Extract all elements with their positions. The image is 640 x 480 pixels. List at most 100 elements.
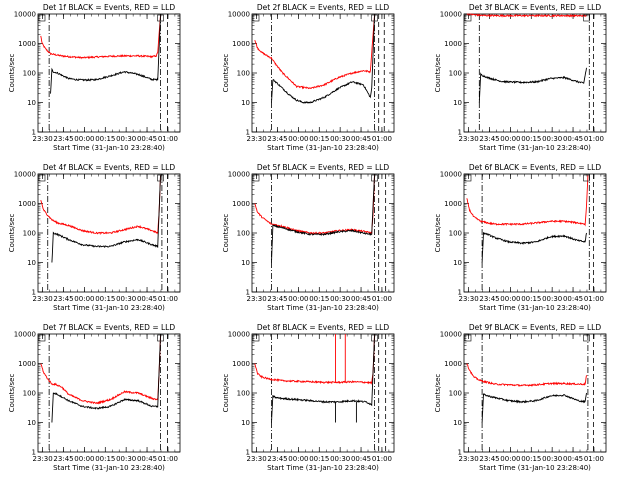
x-tick-label: 23:45 — [267, 295, 287, 303]
events-series-line — [271, 335, 375, 423]
events-series-line — [478, 67, 587, 103]
x-tick-label: 23:45 — [479, 295, 499, 303]
panel-title: Det 8f BLACK = Events, RED = LLD — [257, 323, 390, 332]
corner-marker-box — [38, 14, 46, 22]
y-tick-label: 10 — [241, 259, 250, 267]
y-tick-label: 1 — [246, 129, 250, 137]
y-tick-label: 10000 — [14, 331, 36, 339]
y-tick-label: 10 — [453, 419, 462, 427]
y-axis-label: Counts/sec — [434, 214, 442, 253]
corner-marker-box — [583, 14, 590, 22]
corner-marker-box — [252, 334, 260, 342]
x-axis-label: Start Time (31-Jan-10 23:28:40) — [479, 304, 591, 312]
y-tick-label: 1 — [32, 289, 36, 297]
corner-marker-box — [583, 334, 590, 342]
events-series-line — [271, 175, 375, 263]
x-tick-label: 00:15 — [521, 295, 541, 303]
y-tick-label: 1 — [458, 449, 462, 457]
x-axis-label: Start Time (31-Jan-10 23:28:40) — [267, 464, 379, 472]
x-tick-label: 23:30 — [247, 135, 267, 143]
x-tick-label: 00:15 — [95, 295, 115, 303]
plot-frame — [463, 13, 607, 133]
panel-title: Det 5f BLACK = Events, RED = LLD — [257, 163, 390, 172]
lld-series-line — [466, 13, 587, 18]
y-tick-label: 10000 — [440, 171, 462, 179]
y-axis-label: Counts/sec — [8, 54, 16, 93]
x-tick-label: 01:00 — [584, 455, 604, 463]
panel-det-1: Det 1f BLACK = Events, RED = LLD 1 10 100 10… — [8, 3, 181, 152]
y-tick-label: 1000 — [444, 200, 462, 208]
y-axis-label: Counts/sec — [222, 54, 230, 93]
x-tick-label: 01:00 — [372, 295, 392, 303]
x-tick-label: 00:00 — [74, 295, 94, 303]
panel-title: Det 1f BLACK = Events, RED = LLD — [43, 3, 176, 12]
x-tick-label: 00:45 — [563, 455, 583, 463]
y-axis-label: Counts/sec — [8, 214, 16, 253]
x-tick-label: 00:15 — [309, 455, 329, 463]
y-tick-label: 10000 — [228, 331, 250, 339]
x-tick-label: 00:30 — [330, 135, 350, 143]
x-axis-label: Start Time (31-Jan-10 23:28:40) — [53, 304, 165, 312]
events-series-line — [481, 392, 587, 423]
y-tick-label: 10000 — [14, 11, 36, 19]
y-axis-label: Counts/sec — [434, 54, 442, 93]
x-tick-label: 00:30 — [330, 295, 350, 303]
x-tick-label: 00:00 — [74, 455, 94, 463]
y-tick-label: 100 — [449, 390, 462, 398]
x-tick-label: 00:15 — [309, 135, 329, 143]
x-tick-label: 00:30 — [542, 135, 562, 143]
y-tick-label: 1000 — [232, 200, 250, 208]
panel-title: Det 7f BLACK = Events, RED = LLD — [43, 323, 176, 332]
y-tick-label: 100 — [449, 230, 462, 238]
panel-title: Det 4f BLACK = Events, RED = LLD — [43, 163, 176, 172]
y-tick-label: 1000 — [18, 40, 36, 48]
y-tick-label: 100 — [237, 230, 250, 238]
panel-title: Det 3f BLACK = Events, RED = LLD — [469, 3, 602, 12]
x-tick-label: 00:00 — [288, 455, 308, 463]
y-axis-label: Counts/sec — [222, 214, 230, 253]
x-tick-label: 01:00 — [158, 455, 178, 463]
x-tick-label: 01:00 — [584, 135, 604, 143]
x-tick-label: 01:00 — [584, 295, 604, 303]
x-axis-label: Start Time (31-Jan-10 23:28:40) — [53, 464, 165, 472]
corner-marker-box — [464, 174, 472, 182]
y-tick-label: 1 — [32, 449, 36, 457]
x-tick-label: 00:00 — [74, 135, 94, 143]
x-tick-label: 23:30 — [459, 455, 479, 463]
events-series-line — [51, 175, 161, 263]
x-tick-label: 00:00 — [288, 295, 308, 303]
x-tick-label: 23:30 — [459, 295, 479, 303]
corner-marker-box — [371, 334, 378, 342]
panel-title: Det 6f BLACK = Events, RED = LLD — [469, 163, 602, 172]
panel-det-5: Det 5f BLACK = Events, RED = LLD 1 10 100 10… — [222, 163, 395, 312]
x-axis-label: Start Time (31-Jan-10 23:28:40) — [267, 144, 379, 152]
corner-marker-box — [252, 14, 260, 22]
panel-det-2: Det 2f BLACK = Events, RED = LLD 1 10 100 10… — [222, 3, 395, 152]
panel-det-9: Det 9f BLACK = Events, RED = LLD 1 10 100 10… — [434, 323, 607, 472]
lld-series-line — [466, 175, 589, 227]
corner-marker-box — [371, 174, 378, 182]
plot-frame — [251, 333, 395, 453]
x-axis-label: Start Time (31-Jan-10 23:28:40) — [53, 144, 165, 152]
x-tick-label: 23:30 — [33, 295, 53, 303]
x-tick-label: 00:30 — [542, 455, 562, 463]
corner-marker-box — [157, 334, 164, 342]
x-tick-label: 00:45 — [351, 455, 371, 463]
y-tick-label: 10000 — [14, 171, 36, 179]
y-tick-label: 10000 — [440, 11, 462, 19]
events-series-line — [51, 335, 161, 423]
y-tick-label: 100 — [23, 390, 36, 398]
corner-marker-box — [464, 14, 472, 22]
panel-title: Det 2f BLACK = Events, RED = LLD — [257, 3, 390, 12]
x-tick-label: 23:45 — [53, 455, 73, 463]
x-tick-label: 00:45 — [137, 135, 157, 143]
x-tick-label: 00:45 — [563, 135, 583, 143]
x-tick-label: 01:00 — [158, 295, 178, 303]
y-tick-label: 10 — [453, 99, 462, 107]
y-tick-label: 10 — [241, 419, 250, 427]
x-tick-label: 23:30 — [247, 455, 267, 463]
x-tick-label: 00:45 — [563, 295, 583, 303]
x-tick-label: 00:30 — [330, 455, 350, 463]
x-tick-label: 00:15 — [521, 455, 541, 463]
x-tick-label: 00:30 — [116, 295, 136, 303]
